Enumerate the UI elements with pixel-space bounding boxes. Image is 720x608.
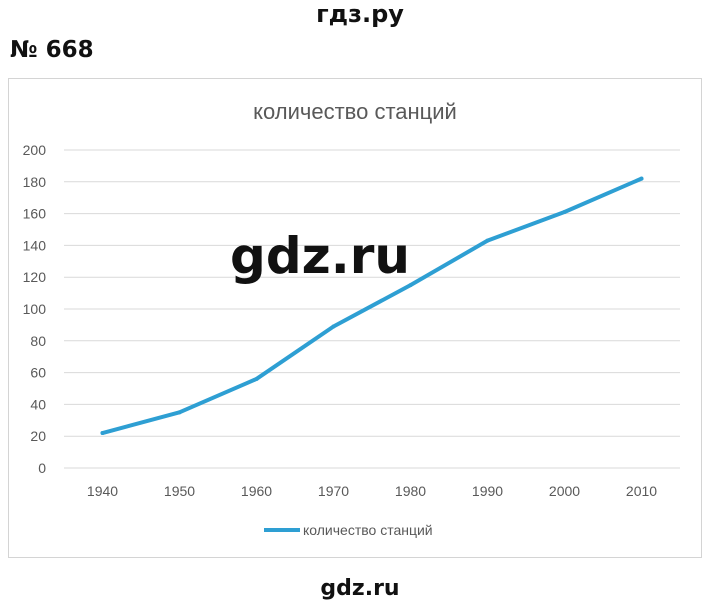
chart-frame [8,78,702,558]
watermark: gdz.ru [230,227,410,285]
y-tick-label: 180 [23,174,47,190]
data-point [177,410,182,415]
x-tick-label: 1970 [318,483,349,499]
problem-number: № 668 [10,37,94,63]
y-tick-label: 200 [23,142,47,158]
chart-title: количество станций [253,99,457,124]
data-point [100,431,105,436]
chart-legend: количество станций [264,522,433,538]
y-tick-label: 60 [30,365,46,381]
x-tick-label: 2000 [549,483,580,499]
x-tick-label: 2010 [626,483,657,499]
y-tick-label: 0 [38,460,46,476]
data-point [331,324,336,329]
y-tick-label: 100 [23,301,47,317]
y-tick-label: 80 [30,333,46,349]
x-tick-label: 1980 [395,483,426,499]
site-footer-label: gdz.ru [320,576,400,601]
data-point [639,176,644,181]
data-point [254,376,259,381]
y-tick-label: 120 [23,269,47,285]
data-point [562,210,567,215]
x-tick-label: 1990 [472,483,503,499]
data-point [408,283,413,288]
data-point [485,238,490,243]
y-tick-label: 160 [23,206,47,222]
x-tick-label: 1960 [241,483,272,499]
legend-label: количество станций [303,522,433,538]
site-header-label: гдз.ру [316,0,404,28]
y-tick-label: 40 [30,396,46,412]
x-tick-label: 1950 [164,483,195,499]
x-tick-label: 1940 [87,483,118,499]
series-line-0 [100,176,644,436]
y-tick-label: 140 [23,237,47,253]
y-tick-label: 20 [30,428,46,444]
